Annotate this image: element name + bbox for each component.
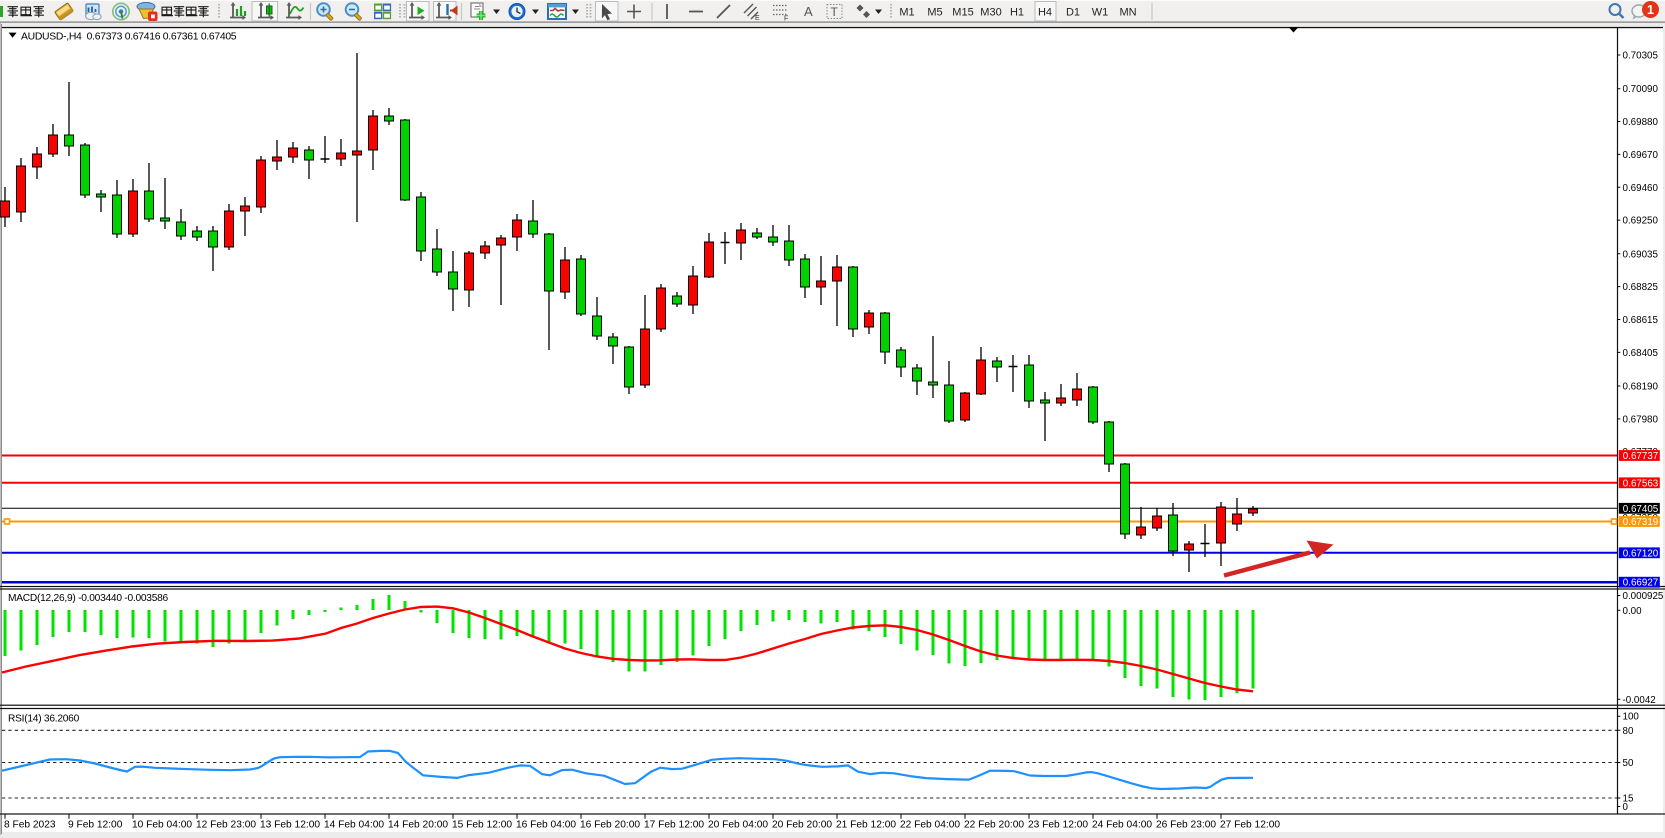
svg-text:12 Feb 23:00: 12 Feb 23:00 (196, 820, 256, 831)
svg-text:26 Feb 23:00: 26 Feb 23:00 (1156, 820, 1216, 831)
svg-text:H4: H4 (1038, 7, 1052, 19)
svg-text:0.68615: 0.68615 (1623, 315, 1659, 326)
svg-text:0.70090: 0.70090 (1623, 84, 1659, 95)
svg-text:F: F (784, 16, 788, 23)
svg-text:0.68190: 0.68190 (1623, 382, 1659, 393)
svg-text:AUDUSD-,H4 0.67373 0.67416 0.: AUDUSD-,H4 0.67373 0.67416 0.67361 0.674… (21, 32, 237, 43)
svg-text:8 Feb 2023: 8 Feb 2023 (4, 820, 56, 831)
svg-text:50: 50 (1623, 758, 1634, 769)
svg-text:10 Feb 04:00: 10 Feb 04:00 (132, 820, 192, 831)
svg-text:22 Feb 20:00: 22 Feb 20:00 (964, 820, 1024, 831)
svg-text:MACD(12,26,9) -0.003440 -0.003: MACD(12,26,9) -0.003440 -0.003586 (8, 593, 169, 604)
svg-text:A: A (804, 4, 813, 19)
svg-text:9 Feb 12:00: 9 Feb 12:00 (68, 820, 123, 831)
svg-text:21 Feb 12:00: 21 Feb 12:00 (836, 820, 896, 831)
svg-text:17 Feb 12:00: 17 Feb 12:00 (644, 820, 704, 831)
svg-text:80: 80 (1623, 726, 1634, 737)
svg-text:0.67737: 0.67737 (1623, 451, 1658, 462)
svg-text:0.67980: 0.67980 (1623, 414, 1659, 425)
svg-text:23 Feb 12:00: 23 Feb 12:00 (1028, 820, 1088, 831)
svg-text:0.69250: 0.69250 (1623, 216, 1659, 227)
svg-text:0.66927: 0.66927 (1623, 578, 1658, 589)
svg-text:MN: MN (1119, 7, 1136, 19)
svg-text:0.70305: 0.70305 (1623, 51, 1659, 62)
svg-text:M30: M30 (980, 7, 1001, 19)
svg-text:22 Feb 04:00: 22 Feb 04:00 (900, 820, 960, 831)
svg-text:1: 1 (1647, 3, 1654, 17)
svg-text:24 Feb 04:00: 24 Feb 04:00 (1092, 820, 1152, 831)
svg-text:0.67120: 0.67120 (1623, 548, 1659, 559)
svg-text:E: E (755, 15, 760, 22)
svg-text:-0.0042: -0.0042 (1623, 695, 1656, 706)
svg-text:0.67405: 0.67405 (1623, 504, 1659, 515)
svg-text:0.68825: 0.68825 (1623, 282, 1659, 293)
svg-text:16 Feb 20:00: 16 Feb 20:00 (580, 820, 640, 831)
svg-text:M5: M5 (927, 7, 942, 19)
svg-text:14 Feb 04:00: 14 Feb 04:00 (324, 820, 384, 831)
svg-text:20 Feb 04:00: 20 Feb 04:00 (708, 820, 768, 831)
svg-text:15: 15 (1623, 794, 1634, 805)
svg-text:20 Feb 20:00: 20 Feb 20:00 (772, 820, 832, 831)
svg-text:0.00: 0.00 (1623, 606, 1643, 617)
svg-text:0: 0 (1623, 802, 1629, 813)
svg-text:T: T (831, 5, 839, 19)
svg-text:H1: H1 (1010, 7, 1024, 19)
svg-text:0.69460: 0.69460 (1623, 183, 1659, 194)
svg-text:0.000925: 0.000925 (1623, 591, 1664, 602)
svg-text:27 Feb 12:00: 27 Feb 12:00 (1220, 820, 1280, 831)
svg-text:0.67563: 0.67563 (1623, 478, 1659, 489)
svg-text:100: 100 (1623, 712, 1640, 723)
svg-text:RSI(14) 36.2060: RSI(14) 36.2060 (8, 714, 80, 725)
svg-text:D1: D1 (1066, 7, 1080, 19)
svg-text:0.69880: 0.69880 (1623, 117, 1659, 128)
svg-text:15 Feb 12:00: 15 Feb 12:00 (452, 820, 512, 831)
svg-text:16 Feb 04:00: 16 Feb 04:00 (516, 820, 576, 831)
svg-text:0.67319: 0.67319 (1623, 517, 1658, 528)
svg-text:W1: W1 (1092, 7, 1109, 19)
svg-text:0.68405: 0.68405 (1623, 348, 1659, 359)
svg-text:0.69670: 0.69670 (1623, 150, 1659, 161)
svg-text:M1: M1 (899, 7, 914, 19)
svg-text:13 Feb 12:00: 13 Feb 12:00 (260, 820, 320, 831)
svg-text:14 Feb 20:00: 14 Feb 20:00 (388, 820, 448, 831)
svg-text:M15: M15 (952, 7, 973, 19)
svg-text:0.69035: 0.69035 (1623, 249, 1659, 260)
